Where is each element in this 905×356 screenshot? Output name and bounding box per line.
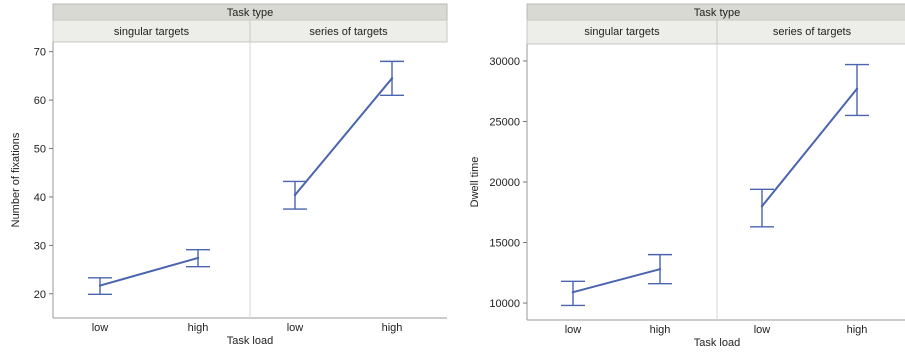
y-tick-label: 20000 bbox=[489, 177, 520, 189]
chart-2: Task type singular targets series of targe… bbox=[469, 3, 905, 349]
y-axis-label: Dwell time bbox=[469, 157, 481, 208]
x-axis-label: Task load bbox=[227, 335, 273, 347]
y-tick-label: 40 bbox=[34, 192, 46, 204]
series-line bbox=[294, 77, 393, 196]
x-tick-label: high bbox=[650, 324, 671, 336]
y-tick-label: 25000 bbox=[489, 116, 520, 128]
y-tick-label: 15000 bbox=[489, 238, 520, 250]
x-tick-label: low bbox=[287, 322, 304, 334]
x-tick-label: low bbox=[754, 324, 771, 336]
x-axis-label: Task load bbox=[694, 337, 740, 349]
facet-title: Task type bbox=[227, 7, 273, 19]
y-tick-label: 70 bbox=[34, 47, 46, 59]
y-tick-label: 30 bbox=[34, 240, 46, 252]
chart-1: Task type singular targets series of targe… bbox=[10, 3, 448, 347]
series-line bbox=[99, 256, 199, 287]
facet-title: Task type bbox=[694, 7, 740, 19]
panel-title: singular targets bbox=[114, 26, 190, 38]
data-point bbox=[98, 284, 102, 287]
data-point bbox=[855, 87, 859, 90]
y-tick-label: 50 bbox=[34, 144, 46, 156]
data-point bbox=[196, 256, 200, 260]
x-tick-label: high bbox=[188, 322, 209, 334]
y-tick-label: 60 bbox=[34, 95, 46, 107]
series-line bbox=[572, 268, 661, 294]
y-tick-label: 10000 bbox=[489, 298, 520, 310]
y-tick-label: 30000 bbox=[489, 56, 520, 68]
x-tick-label: high bbox=[847, 324, 868, 336]
x-tick-label: low bbox=[92, 322, 109, 334]
panel-strip bbox=[249, 19, 448, 43]
y-tick-label: 20 bbox=[34, 289, 46, 301]
panel-title: singular targets bbox=[584, 26, 660, 38]
data-point bbox=[390, 77, 394, 80]
data-point bbox=[658, 267, 662, 271]
x-tick-label: low bbox=[565, 324, 582, 336]
data-point bbox=[760, 205, 764, 208]
panel-title: series of targets bbox=[309, 26, 388, 38]
panel-title: series of targets bbox=[773, 26, 852, 38]
series-line bbox=[761, 88, 858, 207]
data-point bbox=[571, 290, 575, 294]
panel-strip bbox=[716, 19, 905, 45]
y-axis-label: Number of fixations bbox=[10, 132, 22, 227]
data-point bbox=[293, 193, 297, 197]
x-tick-label: high bbox=[382, 322, 403, 334]
panel-strip bbox=[526, 19, 718, 45]
